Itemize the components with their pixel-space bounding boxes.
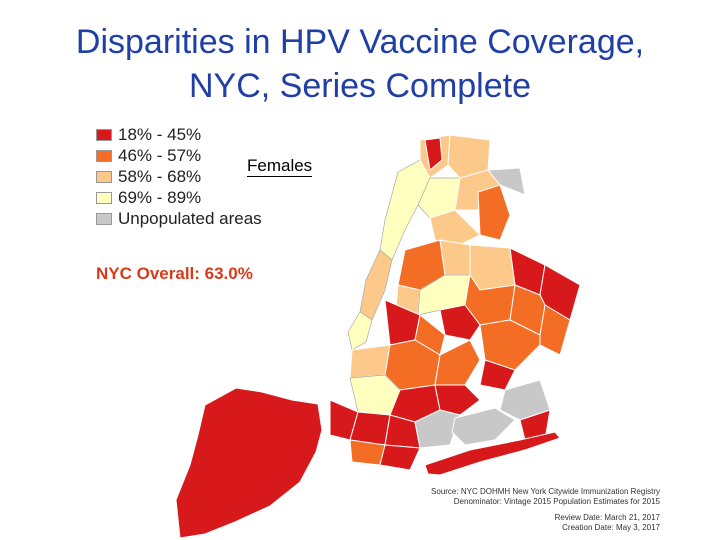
legend-swatch xyxy=(96,149,112,162)
manhattan xyxy=(347,159,431,351)
legend-label: 46% - 57% xyxy=(118,145,202,165)
bronx-6 xyxy=(477,184,511,241)
title-line-2: NYC, Series Complete xyxy=(188,67,531,105)
source-note: Source: NYC DOHMH New York Citywide Immu… xyxy=(420,487,660,533)
legend-item: Unpopulated areas xyxy=(96,208,262,229)
source-line: Review Date: March 21, 2017 xyxy=(554,513,660,522)
legend-swatch xyxy=(96,212,112,225)
manhattan-south xyxy=(347,311,373,351)
bronx-7 xyxy=(429,209,481,246)
legend-item: 46% - 57% xyxy=(96,145,262,166)
map-subtitle: Females xyxy=(247,156,313,177)
staten-island xyxy=(175,387,323,539)
legend-label: 18% - 45% xyxy=(118,124,202,144)
legend-label: 58% - 68% xyxy=(118,166,202,186)
queens-2 xyxy=(439,239,471,276)
brooklyn xyxy=(329,299,481,471)
queens xyxy=(394,239,581,441)
map-legend: 18% - 45% 46% - 57% 58% - 68% 69% - 89% … xyxy=(96,124,262,229)
brooklyn-13 xyxy=(349,439,386,466)
bronx-8 xyxy=(424,137,443,171)
legend-label: 69% - 89% xyxy=(118,187,202,207)
jamaica-bay xyxy=(451,407,516,446)
source-line: Source: NYC DOHMH New York Citywide Immu… xyxy=(431,487,660,496)
brooklyn-5 xyxy=(434,339,481,386)
legend-item: 69% - 89% xyxy=(96,187,262,208)
legend-swatch xyxy=(96,170,112,183)
title-line-1: Disparities in HPV Vaccine Coverage, xyxy=(75,23,645,61)
legend-swatch xyxy=(96,128,112,141)
brooklyn-8 xyxy=(434,384,481,416)
legend-item: 58% - 68% xyxy=(96,166,262,187)
legend-swatch xyxy=(96,191,112,204)
source-line: Denominator: Vintage 2015 Population Est… xyxy=(453,497,660,506)
brooklyn-3 xyxy=(349,344,391,379)
queens-15 xyxy=(439,304,481,341)
bronx xyxy=(417,134,526,246)
rockaway-peninsula xyxy=(424,431,561,476)
legend-item: 18% - 45% xyxy=(96,124,262,145)
legend-label: Unpopulated areas xyxy=(118,208,262,228)
brooklyn-14 xyxy=(379,444,421,471)
staten-island-region xyxy=(175,387,323,539)
queens-3 xyxy=(469,244,516,291)
source-line: Creation Date: May 3, 2017 xyxy=(562,523,660,532)
queens-10 xyxy=(539,304,571,356)
page-title: Disparities in HPV Vaccine Coverage, NYC… xyxy=(0,20,720,108)
bronx-5 xyxy=(487,167,526,196)
overall-rate: NYC Overall: 63.0% xyxy=(96,264,253,283)
